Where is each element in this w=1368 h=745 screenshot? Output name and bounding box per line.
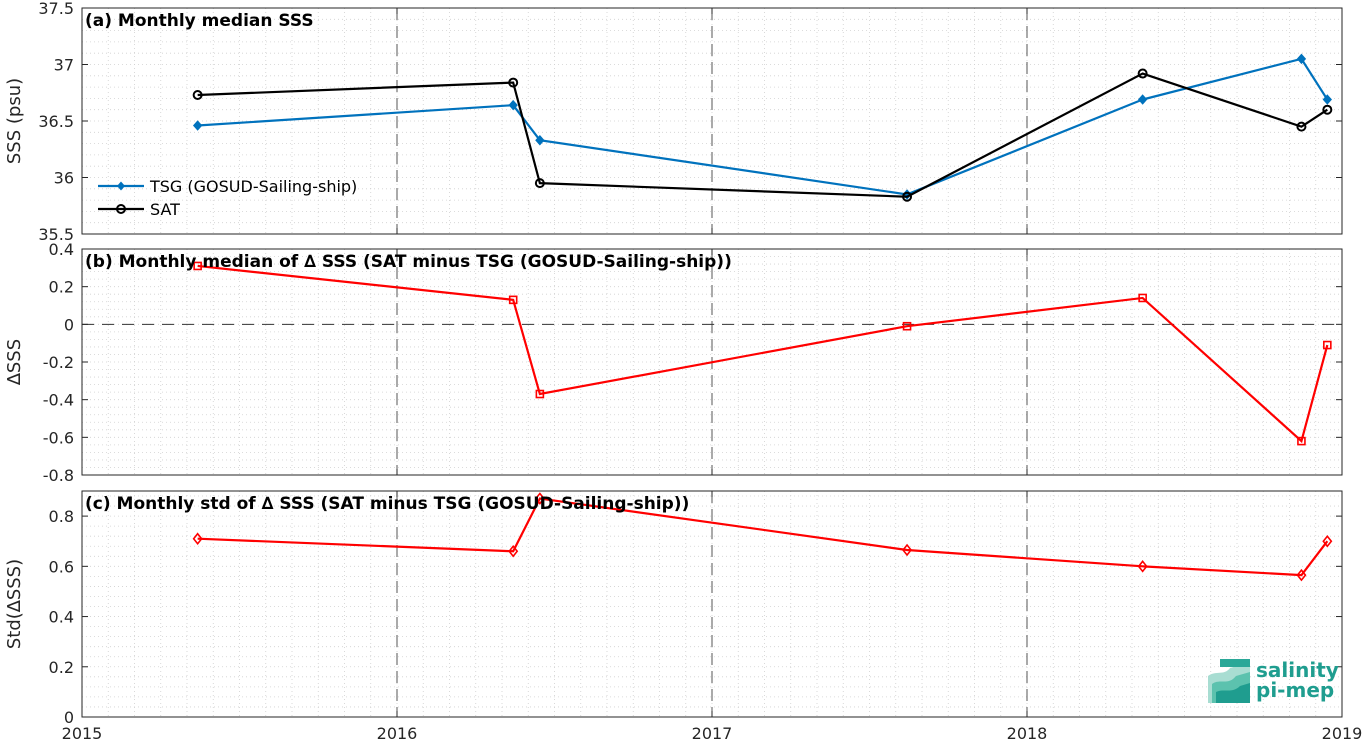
data-point [534,178,545,189]
data-point [508,99,518,111]
data-point [1297,436,1306,446]
data-point [1322,104,1333,115]
y-axis-label: ∆SSS [4,339,25,386]
panel-b: -0.8 -0.6 -0.4 -0.2 0 0.2 0.4 ∆SSS (b) Monthly m… [4,240,1343,485]
panel-title: (b) Monthly median of ∆ SSS (SAT minus T… [85,252,732,272]
series-tsg-gosud-sailing-ship- [192,53,1332,200]
legend-marker [117,181,125,191]
data-point [535,134,545,146]
y-tick-label: 35.5 [38,225,74,244]
data-point [1323,340,1332,350]
data-point [192,90,203,101]
series-line [197,497,1329,577]
logo-line2: pi-mep [1256,678,1334,702]
y-tick-label: -0.6 [43,428,74,447]
y-tick-label: 0.6 [49,557,74,576]
pi-mep-logo: salinity pi-mep [1208,658,1339,703]
y-tick-label: 0 [64,708,74,727]
y-tick-label: -0.8 [43,466,74,485]
y-axis-label: SSS (psu) [4,78,25,164]
data-point [902,191,913,202]
data-point [1137,68,1148,79]
y-tick-label: 0 [64,315,74,334]
y-tick-label: 36 [54,169,74,188]
data-point [902,543,913,557]
data-point [1296,53,1307,65]
series-sat [192,68,1333,202]
y-tick-label: 37.5 [38,0,74,18]
legend-label: TSG (GOSUD-Sailing-ship) [149,177,357,196]
panel-c: 0 0.2 0.4 0.6 0.8 2015 2016 2017 2018 2019 Std(∆SS… [4,490,1363,743]
data-point [508,77,519,88]
y-tick-label: -0.2 [43,353,74,372]
panel-title: (a) Monthly median SSS [85,11,314,31]
x-tick-label: 2016 [377,724,418,743]
legend-marker [116,204,126,214]
data-point [902,321,912,331]
y-tick-label: 0.8 [49,507,74,526]
y-axis-label: Std(∆SSS) [4,559,25,649]
legend-label: SAT [150,200,180,219]
panel-title: (c) Monthly std of ∆ SSS (SAT minus TSG … [85,494,689,514]
data-point [535,389,545,399]
data-point [508,544,519,558]
data-point [1296,568,1307,582]
data-point [1137,94,1148,105]
y-tick-label: 0.4 [49,608,74,627]
data-point [534,492,545,505]
panels: 35.5 36 36.5 37 37.5 SSS (psu) (a) Monthly med… [4,0,1362,743]
y-tick-label: 37 [54,56,74,75]
data-point [1138,293,1147,303]
logo-line1: salinity [1256,658,1339,682]
x-tick-label: 2015 [62,724,103,743]
x-tick-label: 2018 [1007,724,1048,743]
series-line [197,72,1328,198]
data-point [192,120,203,131]
y-tick-label: 0.2 [49,658,74,677]
x-tick-label: 2017 [692,724,733,743]
data-point [1322,534,1333,548]
data-point [193,261,202,271]
panel-a: 35.5 36 36.5 37 37.5 SSS (psu) (a) Monthly med… [4,0,1343,244]
logo-emblem-icon [1208,659,1250,703]
y-tick-label: 0.4 [49,240,74,259]
y-tick-label: 0.2 [49,278,74,297]
data-point [1322,94,1332,105]
series-line-0 [193,261,1332,446]
data-point [192,532,203,545]
x-tick-label: 2019 [1322,724,1363,743]
data-point [508,295,518,305]
y-tick-label: 36.5 [38,112,74,131]
data-point [1296,121,1307,132]
series-line [197,264,1329,444]
y-tick-label: -0.4 [43,391,74,410]
data-point [1137,560,1148,573]
legend: TSG (GOSUD-Sailing-ship) SAT [98,177,357,219]
series-line-0 [192,492,1333,582]
